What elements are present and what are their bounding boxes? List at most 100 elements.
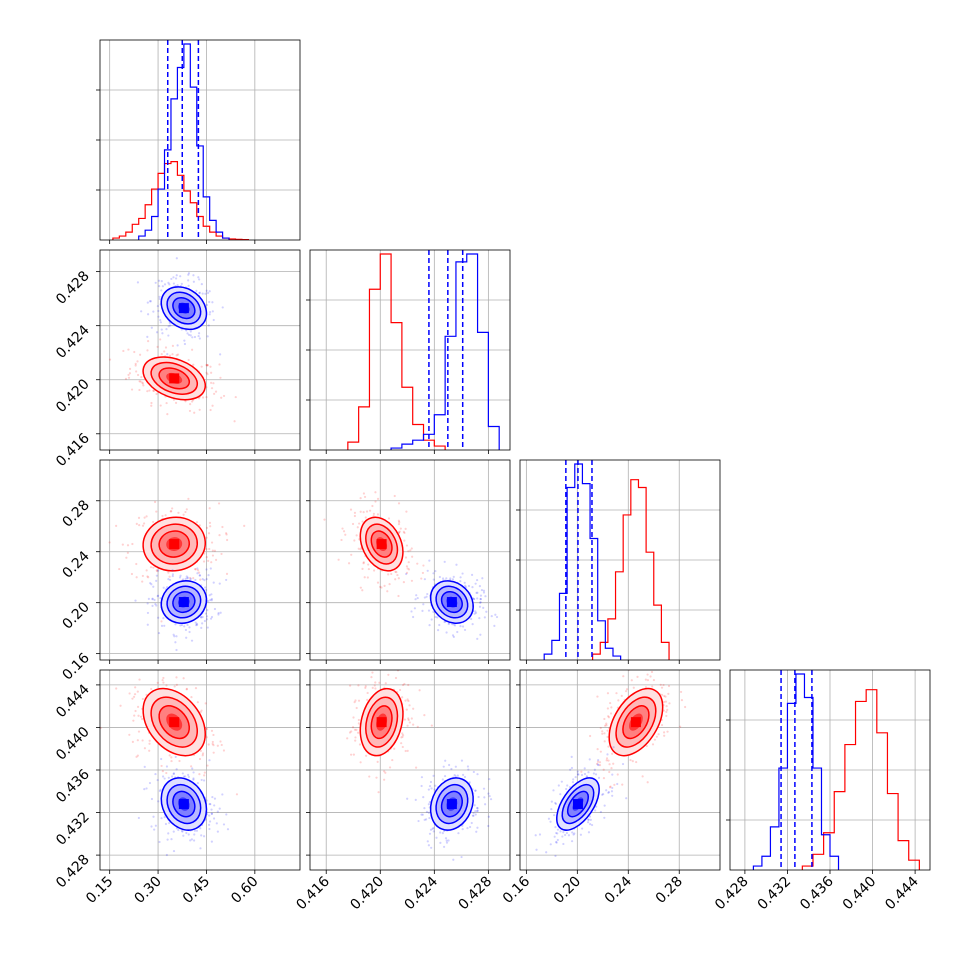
scatter-point (408, 704, 411, 707)
scatter-point (167, 832, 170, 835)
scatter-point (386, 636, 388, 638)
scatter-point (174, 755, 177, 759)
scatter-point (401, 735, 404, 738)
scatter-point (150, 583, 153, 586)
scatter-point (549, 820, 552, 823)
scatter-point (210, 812, 213, 815)
scatter-point (199, 847, 202, 850)
scatter-point (159, 321, 162, 324)
scatter-point (147, 576, 150, 579)
scatter-point (535, 848, 538, 851)
scatter-point (186, 576, 189, 579)
scatter-point (208, 521, 212, 524)
scatter-point (665, 704, 668, 708)
scatter-point (146, 313, 150, 316)
scatter-point (404, 749, 407, 753)
scatter-point (649, 675, 652, 678)
scatter-point (156, 594, 160, 597)
scatter-point (135, 562, 138, 566)
scatter-point (473, 612, 476, 615)
scatter-point (171, 775, 174, 778)
scatter-point (196, 569, 200, 572)
scatter-point (139, 353, 142, 356)
scatter-point (472, 811, 475, 815)
scatter-point (410, 547, 413, 550)
scatter-point (165, 684, 168, 687)
scatter-point (581, 827, 584, 830)
scatter-point (213, 797, 217, 800)
scatter-point (394, 578, 397, 581)
scatter-point (358, 522, 361, 525)
scatter-point (477, 795, 480, 799)
scatter-point (476, 826, 479, 829)
scatter-point (471, 622, 474, 626)
scatter-point (665, 714, 668, 718)
scatter-point (355, 706, 358, 710)
scatter-point (589, 823, 592, 826)
scatter-point (561, 835, 564, 838)
scatter-point (341, 527, 344, 530)
scatter-point (203, 619, 207, 623)
scatter-point (148, 389, 151, 392)
scatter-point (192, 363, 195, 366)
scatter-point (186, 332, 189, 335)
scatter-point (490, 615, 493, 618)
scatter-point (203, 774, 206, 777)
contour-line (160, 580, 208, 624)
scatter-point (222, 823, 226, 826)
scatter-point (175, 274, 178, 277)
scatter-point (413, 607, 417, 610)
scatter-point (180, 623, 184, 627)
scatter-point (624, 690, 628, 693)
scatter-point (651, 685, 654, 688)
scatter-point (220, 743, 223, 747)
scatter-point (353, 728, 357, 731)
scatter-point (168, 354, 172, 357)
histogram-step (801, 689, 920, 870)
contour-line (370, 705, 393, 740)
contour-line (160, 286, 208, 331)
scatter-point (200, 709, 203, 712)
contour-line (158, 367, 191, 390)
scatter-point (350, 730, 353, 733)
scatter-point (128, 367, 132, 370)
scatter-point (136, 281, 140, 284)
x-tick-label: 0.428 (712, 874, 752, 914)
scatter-point (454, 775, 457, 778)
scatter-point (180, 282, 183, 285)
scatter-point (126, 544, 130, 547)
scatter-point (351, 726, 355, 729)
scatter-point (340, 538, 343, 542)
scatter-point (679, 725, 682, 728)
scatter-point (553, 814, 556, 817)
scatter-point (185, 575, 188, 578)
scatter-point (432, 572, 435, 575)
scatter-point (459, 625, 462, 628)
scatter-point (148, 739, 151, 742)
scatter-point (495, 615, 499, 619)
scatter-point (479, 594, 483, 597)
scatter-point (150, 687, 153, 691)
scatter-point (222, 749, 226, 752)
scatter-point (171, 344, 175, 347)
scatter-point (407, 550, 410, 553)
scatter-point (187, 333, 191, 336)
scatter-point (150, 825, 153, 828)
scatter-point (185, 508, 188, 511)
scatter-point (211, 742, 214, 745)
scatter-point (384, 682, 387, 685)
x-tick-label: 0.28 (653, 874, 686, 907)
scatter-point (621, 783, 624, 786)
scatter-point (121, 543, 124, 546)
scatter-point (666, 730, 669, 733)
scatter-point (184, 775, 187, 778)
scatter-point (425, 595, 428, 598)
scatter-point (408, 721, 411, 724)
scatter-point (217, 502, 221, 505)
scatter-point (168, 821, 171, 825)
scatter-point (562, 842, 565, 846)
scatter-point (152, 815, 155, 818)
scatter-point (198, 337, 201, 340)
scatter-point (136, 754, 139, 757)
scatter-point (570, 766, 574, 770)
